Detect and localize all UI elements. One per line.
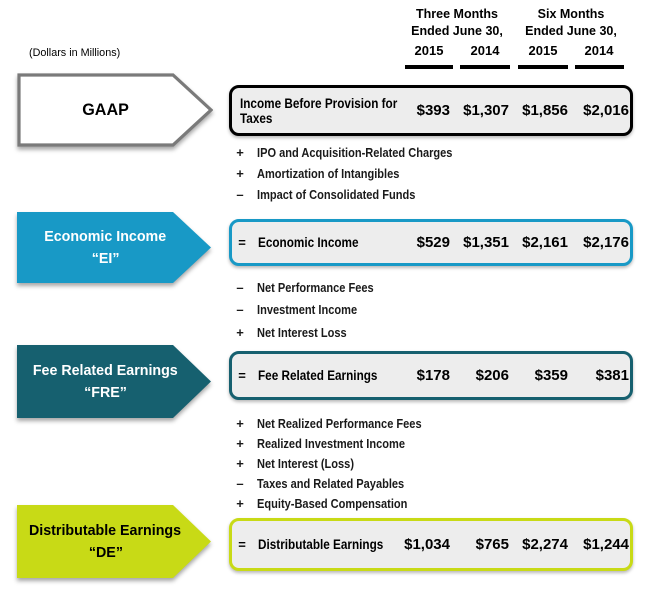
fee-related-earnings-box: = Fee Related Earnings $178 $206 $359 $3… bbox=[229, 351, 633, 400]
adjustment-sign: + bbox=[236, 145, 244, 160]
fee-related-earnings-arrow-shape bbox=[17, 345, 211, 418]
dollars-in-millions-note: (Dollars in Millions) bbox=[29, 47, 121, 59]
income-before-taxes-value-2: $1,307 bbox=[463, 102, 509, 119]
adjustment-text: Realized Investment Income bbox=[257, 435, 406, 451]
year-label-3: 2015 bbox=[528, 43, 558, 58]
fee-related-earnings-value-4: $381 bbox=[595, 367, 629, 384]
adjustment-text: Net Performance Fees bbox=[257, 279, 374, 295]
adjustment-row: + IPO and Acquisition-Related Charges bbox=[229, 142, 629, 163]
fee-related-earnings-value-1: $178 bbox=[416, 367, 450, 384]
adjustment-sign: + bbox=[236, 324, 244, 340]
fee-related-earnings-value-2: $206 bbox=[475, 367, 509, 384]
income-before-taxes-value-1: $393 bbox=[416, 102, 450, 119]
adjustment-row: + Net Interest (Loss) bbox=[229, 453, 629, 473]
gaap-arrow: GAAP bbox=[17, 73, 213, 147]
adjustment-row: + Equity-Based Compensation bbox=[229, 493, 629, 513]
adjustment-sign: + bbox=[236, 435, 244, 451]
economic-income-arrow: Economic Income “EI” bbox=[17, 212, 213, 283]
fee-related-earnings-equals: = bbox=[238, 368, 246, 383]
distributable-earnings-value-1: $1,034 bbox=[404, 536, 450, 553]
distributable-earnings-arrow-label: Distributable Earnings “DE” bbox=[17, 505, 194, 578]
adjustment-row: – Taxes and Related Payables bbox=[229, 473, 629, 493]
distributable-earnings-arrow-title: Distributable Earnings bbox=[29, 521, 182, 539]
economic-income-label-text: Economic Income bbox=[258, 235, 359, 250]
adjustment-sign: – bbox=[236, 302, 244, 318]
economic-income-arrow-label: Economic Income “EI” bbox=[17, 212, 194, 283]
adjustment-row: – Net Performance Fees bbox=[229, 276, 629, 299]
adjustment-text: Net Interest (Loss) bbox=[257, 455, 355, 471]
adjustment-text: Amortization of Intangibles bbox=[257, 166, 400, 181]
distributable-earnings-label-text: Distributable Earnings bbox=[258, 537, 384, 552]
adjustment-row: + Net Realized Performance Fees bbox=[229, 413, 629, 433]
economic-income-box: = Economic Income $529 $1,351 $2,161 $2,… bbox=[229, 219, 633, 266]
adjustment-row: + Realized Investment Income bbox=[229, 433, 629, 453]
year-label-4: 2014 bbox=[584, 43, 614, 58]
fee-related-earnings-arrow: Fee Related Earnings “FRE” bbox=[17, 345, 213, 418]
fee-related-earnings-label-text: Fee Related Earnings bbox=[258, 368, 378, 383]
economic-income-label: Economic Income bbox=[258, 222, 453, 263]
fee-related-earnings-arrow-label: Fee Related Earnings “FRE” bbox=[17, 345, 194, 418]
adjustment-sign: – bbox=[236, 187, 244, 202]
header-six-months: Six Months Ended June 30, bbox=[525, 7, 617, 38]
adjustment-text: IPO and Acquisition-Related Charges bbox=[257, 145, 453, 160]
adjustment-text: Investment Income bbox=[257, 302, 358, 318]
year-underline-1 bbox=[405, 65, 453, 69]
distributable-earnings-label: Distributable Earnings bbox=[258, 521, 453, 568]
income-before-taxes-box: Income Before Provision for Taxes $393 $… bbox=[229, 85, 633, 136]
economic-income-equals: = bbox=[238, 235, 246, 250]
adjustment-row: + Net Interest Loss bbox=[229, 321, 629, 344]
fee-related-earnings-arrow-abbr: “FRE” bbox=[84, 383, 127, 401]
fee-related-earnings-value-3: $359 bbox=[534, 367, 568, 384]
fee-related-earnings-arrow-title: Fee Related Earnings bbox=[33, 361, 178, 379]
gaap-arrow-title: GAAP bbox=[82, 100, 129, 119]
income-before-taxes-value-3: $1,856 bbox=[522, 102, 568, 119]
adjustment-row: + Amortization of Intangibles bbox=[229, 163, 629, 184]
economic-income-value-2: $1,351 bbox=[463, 234, 509, 251]
distributable-earnings-arrow: Distributable Earnings “DE” bbox=[17, 505, 213, 578]
adjustment-row: – Impact of Consolidated Funds bbox=[229, 184, 629, 205]
adjustment-row: – Investment Income bbox=[229, 299, 629, 322]
adjustment-sign: + bbox=[236, 415, 244, 431]
year-label-1: 2015 bbox=[414, 43, 444, 58]
year-underline-2 bbox=[460, 65, 510, 69]
economic-income-arrow-shape bbox=[17, 212, 211, 283]
gaap-arrow-label: GAAP bbox=[17, 73, 194, 147]
year-label-2: 2014 bbox=[470, 43, 500, 58]
year-underline-3 bbox=[518, 65, 568, 69]
economic-income-arrow-title: Economic Income bbox=[44, 227, 167, 245]
adjustment-sign: + bbox=[236, 166, 244, 181]
distributable-earnings-arrow-shape bbox=[17, 505, 211, 578]
header-three-months: Three Months Ended June 30, bbox=[411, 7, 503, 38]
gaap-to-ei-adjustments: + IPO and Acquisition-Related Charges + … bbox=[229, 142, 629, 205]
economic-income-value-3: $2,161 bbox=[522, 234, 568, 251]
income-before-taxes-label-text: Income Before Provision for Taxes bbox=[240, 95, 398, 126]
distributable-earnings-value-3: $2,274 bbox=[522, 536, 568, 553]
distributable-earnings-box: = Distributable Earnings $1,034 $765 $2,… bbox=[229, 518, 633, 571]
adjustment-text: Taxes and Related Payables bbox=[257, 475, 405, 491]
adjustment-sign: + bbox=[236, 455, 244, 471]
adjustment-text: Net Interest Loss bbox=[257, 324, 347, 340]
adjustment-text: Equity-Based Compensation bbox=[257, 495, 408, 511]
distributable-earnings-arrow-abbr: “DE” bbox=[88, 543, 123, 561]
distributable-earnings-value-4: $1,244 bbox=[583, 536, 629, 553]
adjustment-sign: – bbox=[236, 475, 244, 491]
distributable-earnings-equals: = bbox=[238, 537, 246, 552]
economic-income-value-4: $2,176 bbox=[583, 234, 629, 251]
income-before-taxes-value-4: $2,016 bbox=[583, 102, 629, 119]
income-before-taxes-label: Income Before Provision for Taxes bbox=[240, 88, 440, 133]
adjustment-sign: – bbox=[236, 279, 244, 295]
adjustment-sign: + bbox=[236, 495, 244, 511]
adjustment-text: Impact of Consolidated Funds bbox=[257, 187, 416, 202]
gaap-arrow-shape bbox=[17, 73, 213, 147]
adjustment-text: Net Realized Performance Fees bbox=[257, 415, 422, 431]
ei-to-fre-adjustments: – Net Performance Fees – Investment Inco… bbox=[229, 276, 629, 344]
economic-income-value-1: $529 bbox=[416, 234, 450, 251]
fee-related-earnings-label: Fee Related Earnings bbox=[258, 354, 453, 397]
distributable-earnings-value-2: $765 bbox=[475, 536, 509, 553]
year-underline-4 bbox=[575, 65, 624, 69]
fre-to-de-adjustments: + Net Realized Performance Fees + Realiz… bbox=[229, 413, 629, 513]
economic-income-arrow-abbr: “EI” bbox=[91, 249, 120, 267]
